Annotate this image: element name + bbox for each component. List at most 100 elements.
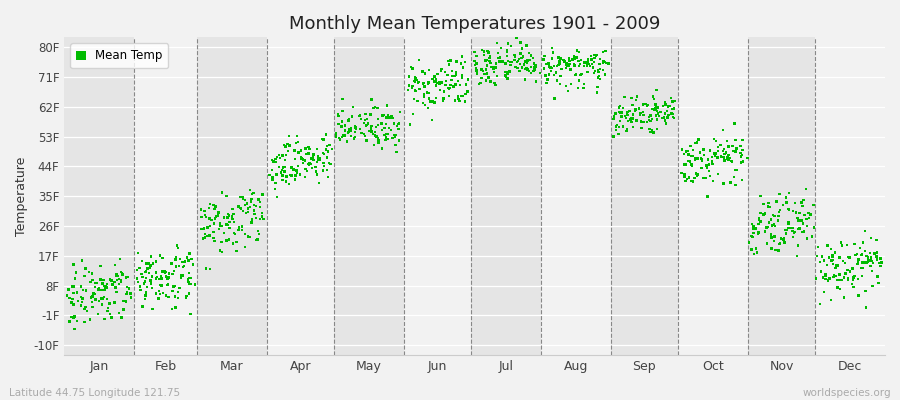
Point bbox=[436, 96, 451, 102]
Point bbox=[115, 271, 130, 278]
Point bbox=[800, 235, 814, 242]
Point bbox=[728, 137, 742, 143]
Point bbox=[375, 112, 390, 118]
Point bbox=[585, 60, 599, 67]
Point bbox=[520, 59, 535, 66]
Point bbox=[194, 206, 208, 213]
Point bbox=[291, 163, 305, 170]
Point bbox=[690, 155, 705, 162]
Point bbox=[336, 108, 350, 114]
Point bbox=[842, 254, 856, 260]
Point bbox=[442, 61, 456, 68]
Point bbox=[629, 96, 643, 103]
Point bbox=[100, 281, 114, 287]
Point bbox=[861, 259, 876, 265]
Point bbox=[800, 222, 814, 229]
Point bbox=[182, 290, 196, 297]
Point bbox=[429, 95, 444, 101]
Point bbox=[316, 160, 330, 166]
Point bbox=[94, 287, 109, 293]
Point bbox=[702, 168, 716, 174]
Point bbox=[320, 167, 334, 173]
Point bbox=[250, 236, 265, 243]
Point bbox=[296, 160, 310, 166]
Point bbox=[788, 230, 802, 236]
Point bbox=[650, 126, 664, 132]
Point bbox=[477, 48, 491, 55]
Point bbox=[168, 304, 183, 310]
Point bbox=[612, 124, 626, 130]
Point bbox=[291, 138, 305, 145]
Point bbox=[526, 60, 541, 66]
Point bbox=[680, 176, 694, 182]
Point bbox=[275, 152, 290, 159]
Point bbox=[208, 203, 222, 210]
Point bbox=[119, 274, 133, 281]
Point bbox=[658, 110, 672, 116]
Point bbox=[244, 219, 258, 226]
Point bbox=[417, 94, 431, 100]
Bar bbox=[334, 37, 404, 355]
Point bbox=[700, 193, 715, 200]
Point bbox=[513, 61, 527, 68]
Point bbox=[770, 198, 784, 204]
Point bbox=[685, 153, 699, 159]
Point bbox=[474, 74, 489, 81]
Point bbox=[607, 116, 621, 122]
Point bbox=[177, 258, 192, 265]
Point bbox=[445, 68, 459, 74]
Point bbox=[806, 202, 821, 208]
Point bbox=[771, 247, 786, 254]
Point bbox=[120, 288, 134, 295]
Point bbox=[764, 231, 778, 238]
Point bbox=[226, 211, 240, 217]
Point bbox=[592, 73, 607, 79]
Point bbox=[764, 245, 778, 252]
Point bbox=[559, 62, 573, 68]
Point bbox=[695, 156, 709, 162]
Point bbox=[371, 122, 385, 128]
Point bbox=[795, 199, 809, 206]
Point bbox=[85, 270, 99, 277]
Point bbox=[146, 260, 160, 267]
Point bbox=[615, 113, 629, 120]
Point bbox=[832, 272, 847, 278]
Point bbox=[490, 73, 504, 79]
Point bbox=[317, 151, 331, 157]
Point bbox=[329, 130, 344, 137]
Point bbox=[562, 58, 577, 64]
Point bbox=[581, 61, 596, 68]
Point bbox=[625, 115, 639, 121]
Point bbox=[520, 56, 535, 63]
Point bbox=[443, 84, 457, 91]
Point bbox=[96, 282, 111, 289]
Point bbox=[777, 235, 791, 242]
Point bbox=[656, 103, 670, 109]
Point bbox=[320, 174, 335, 180]
Point bbox=[735, 147, 750, 153]
Point bbox=[166, 268, 181, 274]
Point bbox=[146, 260, 160, 266]
Point bbox=[832, 286, 847, 292]
Point bbox=[795, 218, 809, 224]
Point bbox=[310, 153, 325, 160]
Point bbox=[293, 147, 308, 154]
Point bbox=[500, 47, 515, 53]
Point bbox=[286, 166, 301, 172]
Point bbox=[284, 172, 298, 178]
Point bbox=[401, 87, 416, 93]
Point bbox=[217, 214, 231, 221]
Point bbox=[716, 180, 731, 187]
Point bbox=[219, 238, 233, 244]
Point bbox=[561, 88, 575, 94]
Point bbox=[487, 65, 501, 71]
Point bbox=[352, 112, 366, 119]
Point bbox=[577, 81, 591, 87]
Point bbox=[645, 127, 660, 133]
Point bbox=[388, 134, 402, 140]
Point bbox=[149, 269, 164, 276]
Point bbox=[162, 294, 176, 300]
Point bbox=[806, 224, 821, 230]
Point bbox=[134, 271, 148, 277]
Point bbox=[649, 112, 663, 118]
